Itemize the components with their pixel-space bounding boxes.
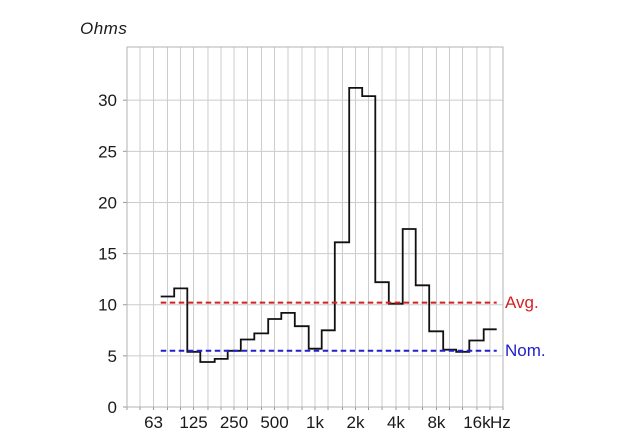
y-axis-tick-label: 0 <box>108 398 117 417</box>
y-axis-tick-label: 5 <box>108 347 117 366</box>
avg-line-label: Avg. <box>505 292 539 312</box>
y-axis-tick-label: 30 <box>98 91 117 110</box>
y-axis-unit-label: Ohms <box>80 19 128 38</box>
x-axis-tick-label: 500 <box>260 413 288 432</box>
impedance-step-curve <box>160 87 497 363</box>
y-axis-tick-label: 20 <box>98 193 117 212</box>
y-axis-tick-label: 10 <box>98 296 117 315</box>
x-axis-tick-label: 2k <box>346 413 364 432</box>
x-axis-tick-label: 125 <box>179 413 207 432</box>
x-axis-tick-label: 250 <box>220 413 248 432</box>
y-axis-tick-label: 15 <box>98 245 117 264</box>
y-axis-tick-label: 25 <box>98 142 117 161</box>
x-axis-tick-label: 63 <box>144 413 163 432</box>
x-axis-tick-label: 16k <box>463 413 491 432</box>
x-axis-tick-label: 4k <box>387 413 405 432</box>
x-axis-tick-label: 8k <box>427 413 445 432</box>
nom-line-label: Nom. <box>505 340 546 360</box>
plot-frame <box>126 46 504 408</box>
x-axis-unit-label: Hz <box>490 413 511 432</box>
x-axis-tick-label: 1k <box>306 413 324 432</box>
